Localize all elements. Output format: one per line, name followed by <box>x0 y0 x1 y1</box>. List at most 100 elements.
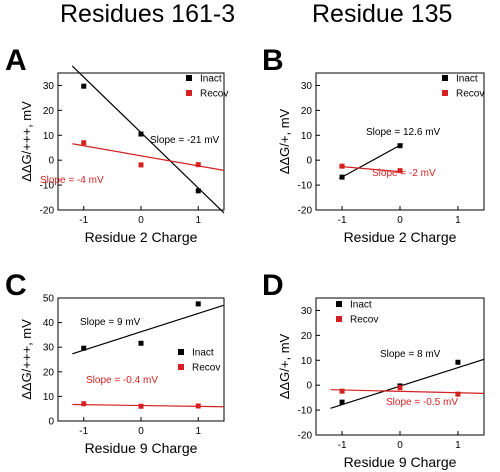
recov-point <box>339 163 345 169</box>
y-tick-label: 30 <box>301 81 313 92</box>
recov-fit-line <box>330 389 485 395</box>
y-tick-label: -10 <box>298 181 313 192</box>
recov-point <box>339 388 345 394</box>
legend-label-recov: Recov <box>456 89 484 100</box>
x-tick-label: 0 <box>138 215 144 226</box>
y-tick-label: -20 <box>298 431 313 442</box>
y-tick-label: -20 <box>40 206 55 217</box>
recov-point <box>397 168 403 174</box>
x-axis-label: Residue 2 Charge <box>344 229 457 245</box>
x-tick-label: 1 <box>195 215 201 226</box>
x-axis-label: Residue 2 Charge <box>85 229 198 245</box>
panel-label: C <box>5 269 27 302</box>
inact-point <box>339 174 345 180</box>
inact-slope-label: Slope = 12.6 mV <box>366 127 441 138</box>
recov-point <box>81 140 87 146</box>
inact-slope-label: Slope = -21 mV <box>150 135 220 146</box>
recov-slope-label: Slope = -0.4 mV <box>86 375 158 386</box>
recov-point <box>455 391 461 397</box>
recov-fit-line <box>72 403 225 408</box>
recov-point <box>81 401 87 407</box>
y-tick-label: 10 <box>301 131 313 142</box>
y-axis-label: ΔΔG/+, mV <box>277 333 292 399</box>
y-axis-label: ΔΔG/+++, mV <box>19 101 34 182</box>
y-tick-label: -10 <box>298 406 313 417</box>
y-tick-label: 30 <box>43 343 55 354</box>
inact-point <box>455 359 461 365</box>
legend-label-inact: Inact <box>456 74 478 85</box>
y-axis-label: ΔΔG/+++, mV <box>19 319 34 400</box>
x-tick-label: 0 <box>397 215 403 226</box>
x-tick-label: 1 <box>455 440 461 451</box>
recov-point <box>138 162 144 168</box>
y-tick-label: 30 <box>301 306 313 317</box>
legend-label-recov: Recov <box>200 89 228 100</box>
recov-slope-label: Slope = -4 mV <box>40 175 104 186</box>
inact-fit-line <box>330 358 485 409</box>
legend-label-recov: Recov <box>350 315 378 326</box>
recov-point <box>195 403 201 409</box>
x-tick-label: -1 <box>79 215 88 226</box>
inact-point <box>195 188 201 194</box>
y-tick-label: 0 <box>306 156 312 167</box>
legend-marker-inact <box>442 75 448 81</box>
inact-fit-line <box>338 143 404 180</box>
x-axis-label: Residue 9 Charge <box>85 440 198 456</box>
inact-point <box>138 131 144 137</box>
legend-marker-inact <box>186 75 192 81</box>
y-tick-label: 30 <box>43 81 55 92</box>
x-tick-label: -1 <box>79 426 88 437</box>
inact-slope-label: Slope = 9 mV <box>80 317 141 328</box>
legend-marker-inact <box>336 301 342 307</box>
legend-marker-recov <box>336 316 342 322</box>
legend-label-inact: Inact <box>200 74 222 85</box>
x-axis-label: Residue 9 Charge <box>344 454 457 470</box>
y-tick-label: 10 <box>301 356 313 367</box>
inact-point <box>339 399 345 405</box>
y-axis-label: ΔΔG/+, mV <box>277 108 292 174</box>
recov-slope-label: Slope = -0.5 mV <box>386 397 458 408</box>
y-tick-label: 20 <box>301 106 313 117</box>
y-tick-label: 10 <box>43 392 55 403</box>
legend-label-recov: Recov <box>192 363 220 374</box>
y-tick-label: 20 <box>43 367 55 378</box>
x-tick-label: 1 <box>455 215 461 226</box>
y-tick-label: 40 <box>43 318 55 329</box>
x-tick-label: 0 <box>397 440 403 451</box>
inact-point <box>81 83 87 89</box>
y-tick-label: -20 <box>298 206 313 217</box>
legend-label-inact: Inact <box>350 300 372 311</box>
inact-point <box>81 345 87 351</box>
recov-point <box>195 162 201 168</box>
recov-fit-line <box>339 165 403 173</box>
y-tick-label: 0 <box>306 381 312 392</box>
column-title-left: Residues 161-3 <box>60 0 236 28</box>
inact-slope-label: Slope = 8 mV <box>380 349 441 360</box>
x-tick-label: -1 <box>338 215 347 226</box>
column-title-right: Residue 135 <box>312 0 453 28</box>
y-tick-label: 20 <box>43 106 55 117</box>
y-tick-label: 10 <box>43 131 55 142</box>
panel-label: A <box>5 44 27 77</box>
x-tick-label: 0 <box>138 426 144 437</box>
y-tick-label: 20 <box>301 331 313 342</box>
x-tick-label: -1 <box>338 440 347 451</box>
legend-marker-recov <box>186 90 192 96</box>
y-tick-label: 50 <box>43 294 55 305</box>
inact-point <box>138 340 144 346</box>
recov-slope-label: Slope = -2 mV <box>372 168 436 179</box>
recov-fit-line <box>72 143 225 171</box>
panel-c: C 0 10 20 30 40 50 -1 0 1 Residue 9 Charge ΔΔG/+++,… <box>5 269 225 456</box>
inact-point <box>195 301 201 307</box>
panel-label: B <box>262 44 284 77</box>
y-tick-label: 0 <box>48 417 54 428</box>
panel-label: D <box>262 269 284 302</box>
y-tick-label: -10 <box>40 181 55 192</box>
legend-label-inact: Inact <box>192 348 214 359</box>
recov-point <box>397 385 403 391</box>
recov-point <box>138 403 144 409</box>
